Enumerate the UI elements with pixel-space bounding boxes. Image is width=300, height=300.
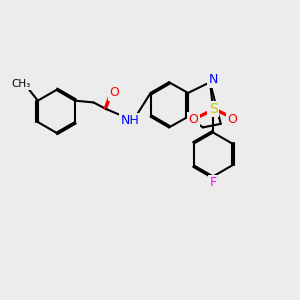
Text: O: O [188,113,198,126]
Text: NH: NH [120,114,139,128]
Text: O: O [228,113,238,126]
Text: N: N [208,74,218,86]
Text: O: O [110,86,120,99]
Text: S: S [208,102,217,116]
Text: F: F [209,176,217,189]
Text: CH₃: CH₃ [11,79,30,89]
